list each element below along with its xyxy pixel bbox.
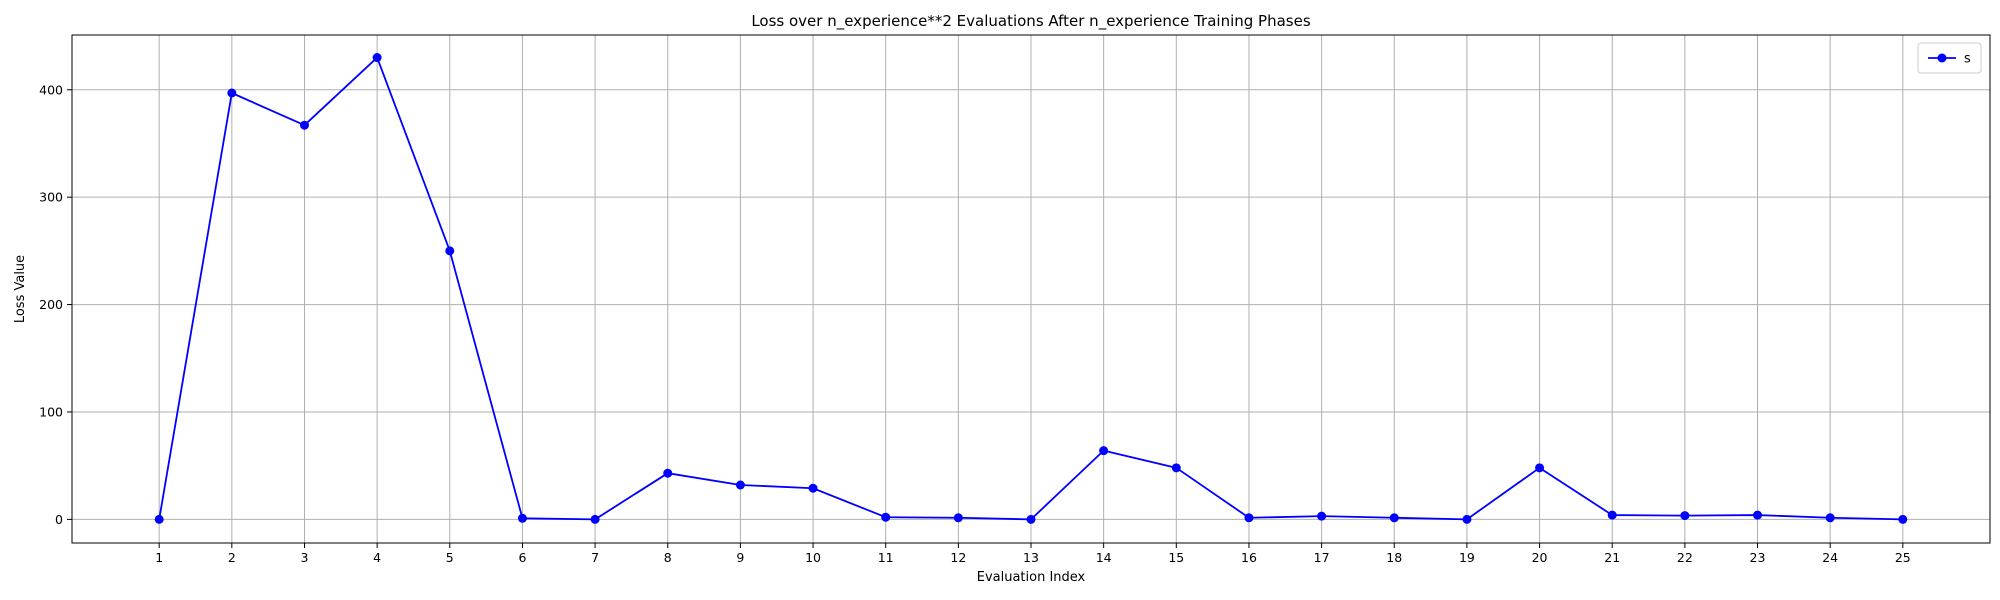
data-point	[1317, 511, 1327, 521]
x-tick-label: 16	[1241, 550, 1257, 565]
legend-series-label: s	[1964, 52, 1971, 67]
y-tick-label: 300	[39, 190, 63, 205]
data-point	[1535, 463, 1545, 473]
data-point	[1026, 514, 1036, 524]
x-tick-label: 17	[1314, 550, 1330, 565]
data-point	[1607, 510, 1617, 520]
x-tick-label: 2	[228, 550, 236, 565]
x-tick-label: 13	[1023, 550, 1039, 565]
data-point	[808, 483, 818, 493]
x-axis-label: Evaluation Index	[977, 570, 1086, 585]
data-point	[445, 246, 455, 256]
data-point	[881, 512, 891, 522]
axis-ticks: 1 2 3 4 5 6 7 8 9 10 11 12 13 14 15 16 17 18 19 20 21 22 23 24 2…	[39, 82, 1911, 565]
data-point	[1244, 513, 1254, 523]
x-tick-label: 5	[446, 550, 454, 565]
y-tick-label: 0	[55, 512, 63, 527]
y-axis-label: Loss Value	[13, 255, 28, 323]
x-tick-label: 15	[1168, 550, 1184, 565]
x-tick-label: 10	[805, 550, 821, 565]
series-layer	[154, 53, 1908, 524]
legend: s	[1917, 42, 1982, 74]
x-tick-label: 25	[1895, 550, 1911, 565]
data-point	[1171, 463, 1181, 473]
x-tick-label: 1	[155, 550, 163, 565]
data-point	[1825, 513, 1835, 523]
y-tick-label: 100	[39, 404, 63, 419]
data-point	[227, 88, 237, 98]
x-tick-label: 14	[1096, 550, 1112, 565]
data-point	[663, 468, 673, 478]
data-point	[372, 53, 382, 63]
x-tick-label: 3	[301, 550, 309, 565]
x-tick-label: 12	[950, 550, 966, 565]
x-tick-label: 23	[1750, 550, 1766, 565]
x-tick-label: 11	[878, 550, 894, 565]
data-point	[1099, 446, 1109, 456]
grid-lines	[72, 35, 1990, 543]
data-point	[735, 480, 745, 490]
data-point	[299, 120, 309, 130]
x-tick-label: 9	[736, 550, 744, 565]
x-tick-label: 4	[373, 550, 381, 565]
chart-title: Loss over n_experience**2 Evaluations Af…	[751, 12, 1311, 31]
y-tick-label: 400	[39, 82, 63, 97]
data-point	[517, 513, 527, 523]
data-point	[590, 514, 600, 524]
data-point	[1462, 514, 1472, 524]
x-tick-label: 21	[1604, 550, 1620, 565]
data-point	[1389, 513, 1399, 523]
x-tick-label: 8	[664, 550, 672, 565]
data-point	[953, 513, 963, 523]
x-tick-label: 18	[1386, 550, 1402, 565]
x-tick-label: 6	[518, 550, 526, 565]
x-tick-label: 24	[1822, 550, 1838, 565]
x-tick-label: 20	[1532, 550, 1548, 565]
x-tick-label: 19	[1459, 550, 1475, 565]
x-tick-label: 7	[591, 550, 599, 565]
data-point	[1898, 514, 1908, 524]
x-tick-label: 22	[1677, 550, 1693, 565]
data-point	[1753, 510, 1763, 520]
data-point	[1680, 511, 1690, 521]
data-point	[154, 514, 164, 524]
legend-series-marker	[1937, 53, 1947, 63]
y-tick-label: 200	[39, 297, 63, 312]
